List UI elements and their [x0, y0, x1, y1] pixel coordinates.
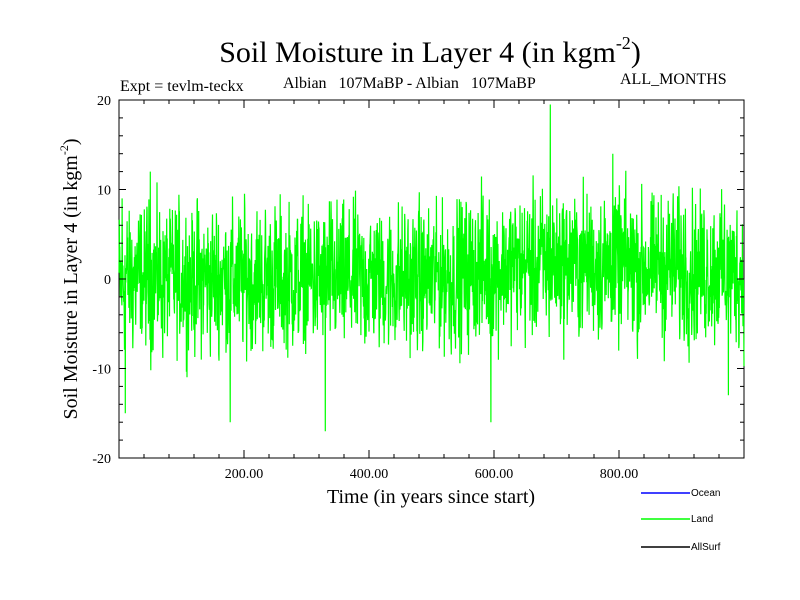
y-axis-label-main: Soil Moisture in Layer 4 (in kgm [60, 155, 82, 420]
y-tick-label: 20 [97, 94, 111, 109]
y-axis-label-close: ) [60, 138, 82, 145]
chart-title-close: ) [631, 36, 641, 69]
chart-title: Soil Moisture in Layer 4 (in kgm-2) [219, 33, 641, 69]
y-tick-label: 0 [104, 273, 111, 288]
x-tick-label: 400.00 [350, 467, 389, 482]
x-tick-label: 800.00 [600, 467, 639, 482]
legend-allsurf-label: AllSurf [691, 542, 721, 553]
land-series-line-group [118, 104, 745, 432]
x-axis-label: Time (in years since start) [327, 486, 535, 508]
legend-ocean-label: Ocean [691, 488, 720, 499]
subtitle-experiment: Expt = tevlm-teckx [120, 78, 244, 95]
chart-title-main: Soil Moisture in Layer 4 (in kgm [219, 36, 616, 69]
x-axis-ticks: 200.00 400.00 600.00 800.00 [143, 100, 720, 482]
y-axis-label-superscript: -2 [57, 145, 71, 155]
y-tick-label: 10 [97, 184, 111, 199]
legend-land-label: Land [691, 514, 713, 525]
x-tick-label: 200.00 [225, 467, 264, 482]
y-tick-label: -10 [92, 363, 111, 378]
x-tick-label: 600.00 [475, 467, 514, 482]
legend: Ocean Land AllSurf [641, 488, 721, 553]
land-series-line [118, 104, 745, 432]
chart-title-superscript: -2 [616, 33, 631, 53]
y-tick-label: -20 [92, 452, 111, 467]
y-axis-ticks: 20 10 0 -10 -20 [92, 94, 744, 467]
subtitle-months: ALL_MONTHS [620, 71, 727, 88]
y-axis-label: Soil Moisture in Layer 4 (in kgm-2) [57, 138, 82, 419]
subtitle-period: Albian 107MaBP - Albian 107MaBP [283, 75, 536, 92]
